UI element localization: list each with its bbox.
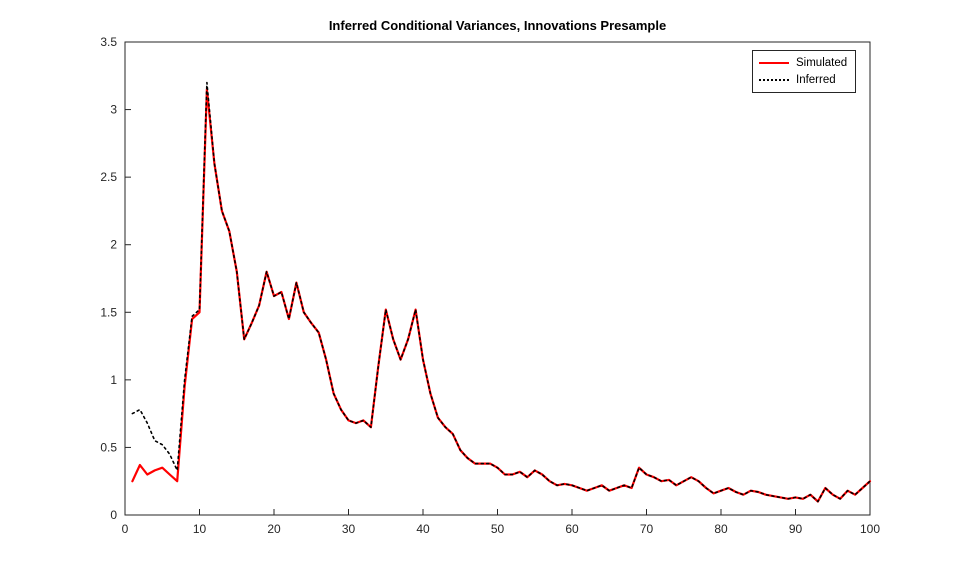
simulated-line bbox=[131, 88, 872, 503]
y-tick-label: 1.5 bbox=[100, 305, 117, 319]
x-tick-label: 80 bbox=[714, 522, 728, 536]
y-tick-label: 2.5 bbox=[100, 170, 117, 184]
legend-item-inferred: Inferred bbox=[759, 71, 847, 88]
legend-label-simulated: Simulated bbox=[796, 56, 848, 69]
x-tick-label: 60 bbox=[565, 522, 579, 536]
legend-item-simulated: Simulated bbox=[759, 54, 847, 71]
y-tick-label: 1 bbox=[110, 373, 117, 387]
y-tick-label: 2 bbox=[110, 238, 117, 252]
legend-label-inferred: Inferred bbox=[796, 73, 836, 86]
chart-title: Inferred Conditional Variances, Innovati… bbox=[328, 18, 667, 33]
inferred-line bbox=[131, 81, 871, 503]
x-tick-label: 90 bbox=[789, 522, 803, 536]
x-tick-label: 70 bbox=[640, 522, 654, 536]
inferred-line-sample-icon bbox=[759, 78, 789, 81]
x-tick-label: 100 bbox=[860, 522, 880, 536]
x-tick-label: 40 bbox=[416, 522, 430, 536]
y-tick-label: 3.5 bbox=[100, 35, 117, 49]
y-tick-label: 0.5 bbox=[100, 440, 117, 454]
y-tick-label: 0 bbox=[110, 508, 117, 522]
x-tick-label: 20 bbox=[267, 522, 281, 536]
simulated-line-sample-icon bbox=[759, 61, 789, 64]
legend: Simulated Inferred bbox=[752, 50, 857, 93]
x-tick-label: 30 bbox=[342, 522, 356, 536]
y-tick-label: 3 bbox=[110, 103, 117, 117]
x-tick-label: 0 bbox=[122, 522, 129, 536]
x-tick-label: 50 bbox=[491, 522, 505, 536]
x-tick-label: 10 bbox=[193, 522, 207, 536]
